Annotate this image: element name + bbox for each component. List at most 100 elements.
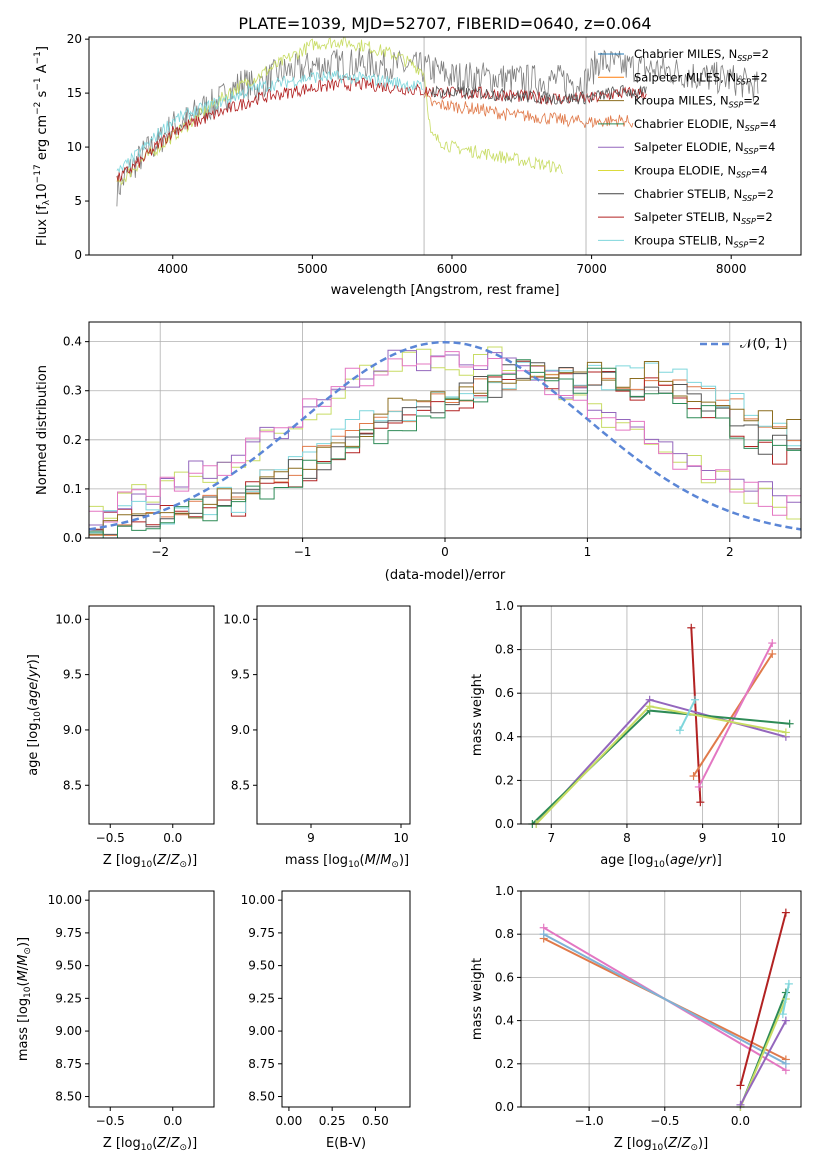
residual-panel: −2 −1 0 1 2 0.0 0.1 0.2 0.3 0.4 (data-model)/erro… (35, 321, 802, 583)
y-tick-label: 20 (67, 32, 82, 46)
age-vs-z-xlabel: Z [log10(Z/Z⊙)] (103, 853, 197, 870)
legend-label: Chabrier ELODIE, NSSP=4 (634, 117, 776, 133)
residual-hist-8 (89, 359, 801, 538)
y-tick-label: 10 (67, 140, 82, 154)
y-tick-label: 0.4 (495, 1014, 514, 1028)
legend-label: Chabrier STELIB, NSSP=2 (634, 187, 774, 203)
spectrum-line-model-kroupa-stelib (116, 70, 423, 174)
x-tick-label: 8000 (716, 262, 747, 276)
normal-legend-label: 𝒩(0, 1) (740, 337, 787, 352)
age-vs-z-frame (88, 605, 215, 825)
x-tick-label: 6000 (437, 262, 468, 276)
residual-legend: 𝒩(0, 1) (700, 337, 787, 352)
y-tick-label: 0.4 (495, 730, 514, 744)
y-tick-label: 0.3 (63, 384, 82, 398)
x-tick-label: 9 (307, 831, 315, 845)
spectrum-panel: PLATE=1039, MJD=52707, FIBERID=0640, z=0… (33, 14, 802, 298)
y-tick-label: 9.75 (248, 926, 275, 940)
y-tick-label: 0 (74, 248, 82, 262)
mass-vs-z-xlabel: Z [log10(Z/Z⊙)] (103, 1136, 197, 1153)
y-tick-label: 10.00 (241, 893, 275, 907)
y-tick-label: 0.2 (63, 433, 82, 447)
residual-hist-6 (89, 351, 801, 523)
y-tick-label: 0.1 (63, 482, 82, 496)
x-tick-label: 0.25 (319, 1114, 346, 1128)
x-tick-label: 1 (584, 545, 592, 559)
mass-vs-ebv-xlabel: E(B-V) (326, 1136, 366, 1151)
x-tick-label: 4000 (157, 262, 188, 276)
x-tick-label: 0.0 (163, 831, 182, 845)
spectrum-line-model-salpeter-miles (423, 90, 634, 129)
weight-vs-age-panel: 7 8 9 10 0.0 0.2 0.4 0.6 0.8 1.0 age [log10(age/y… (470, 599, 802, 870)
x-tick-label: −0.5 (650, 1114, 679, 1128)
x-tick-label: −1 (294, 545, 312, 559)
y-tick-label: 10.00 (48, 893, 82, 907)
weight-vs-age-xlabel: age [log10(age/yr)] (600, 853, 722, 870)
age-vs-mass-frame (256, 605, 411, 825)
x-tick-label: 5000 (297, 262, 328, 276)
weight-vs-z-xlabel: Z [log10(Z/Z⊙)] (614, 1136, 708, 1153)
y-tick-label: 5 (74, 194, 82, 208)
y-tick-label: 8.5 (63, 778, 82, 792)
x-tick-label: 10 (393, 831, 408, 845)
spectrum-line-model-grey (430, 84, 647, 105)
y-tick-label: 8.50 (248, 1090, 275, 1104)
mass-vs-z-panel: −0.5 0.0 8.50 8.75 9.00 9.25 9.50 9.75 10.00 Z [… (16, 890, 215, 1153)
weight-line (697, 642, 774, 788)
mass-vs-z-ylabel: mass [log10(M/M⊙)] (16, 937, 33, 1061)
y-tick-label: 9.0 (63, 723, 82, 737)
weight-line (535, 705, 787, 825)
weight-vs-age-ylabel: mass weight (470, 674, 485, 756)
x-tick-label: −2 (151, 545, 169, 559)
spectrum-line-data (116, 47, 759, 207)
spectrum-line-model-elodie (116, 37, 563, 186)
y-tick-label: 0.6 (495, 686, 514, 700)
y-tick-label: 9.50 (55, 959, 82, 973)
spectrum-ylabel: Flux [fλ10−17 erg cm−2 s−1 A−1] (33, 46, 52, 246)
x-tick-label: 0.0 (163, 1114, 182, 1128)
mass-vs-z-frame (88, 890, 215, 1108)
normal-curve (89, 340, 801, 531)
spectrum-line-model-stelib (116, 77, 647, 182)
legend-label: Salpeter MILES, NSSP=2 (634, 70, 768, 86)
weight-vs-z-frame (520, 890, 802, 1108)
x-tick-label: 7000 (576, 262, 607, 276)
weight-vs-age-frame (520, 605, 802, 825)
y-tick-label: 9.00 (55, 1024, 82, 1038)
spectrum-title: PLATE=1039, MJD=52707, FIBERID=0640, z=0… (238, 14, 651, 33)
residual-ylabel: Normed distribution (35, 365, 50, 495)
y-tick-label: 0.2 (495, 773, 514, 787)
x-tick-label: −0.5 (96, 831, 125, 845)
y-tick-label: 9.25 (248, 991, 275, 1005)
y-tick-label: 8.75 (248, 1057, 275, 1071)
y-tick-label: 9.5 (63, 668, 82, 682)
y-tick-label: 0.8 (495, 927, 514, 941)
y-tick-label: 1.0 (495, 884, 514, 898)
y-tick-label: 0.0 (63, 531, 82, 545)
x-tick-label: −1.0 (575, 1114, 604, 1128)
spectrum-legend: Chabrier MILES, NSSP=2 Salpeter MILES, NS… (598, 47, 776, 249)
spectrum-xlabel: wavelength [Angstrom, rest frame] (331, 283, 560, 298)
x-tick-label: 9 (699, 831, 707, 845)
spectrum-lines (116, 37, 759, 255)
x-tick-label: 2 (726, 545, 734, 559)
weight-line (535, 698, 787, 825)
y-tick-label: 8.75 (55, 1057, 82, 1071)
age-vs-mass-xlabel: mass [log10(M/M⊙)] (285, 853, 409, 870)
y-tick-label: 8.5 (231, 778, 250, 792)
x-tick-label: 8 (623, 831, 631, 845)
y-tick-label: 15 (67, 86, 82, 100)
weight-line (543, 933, 787, 1065)
x-tick-label: 0.00 (276, 1114, 303, 1128)
y-tick-label: 0.4 (63, 335, 82, 349)
weight-vs-z-panel: −1.0 −0.5 0.0 0.0 0.2 0.4 0.6 0.8 1.0 Z [log10(Z… (470, 884, 802, 1153)
legend-label: Chabrier MILES, NSSP=2 (634, 47, 769, 63)
spectrum-frame (88, 36, 802, 256)
mass-vs-ebv-panel: 0.00 0.25 0.50 8.50 8.75 9.00 9.25 9.50 9.75 10.0… (241, 890, 411, 1151)
y-tick-label: 9.25 (55, 991, 82, 1005)
residual-hist-0 (89, 346, 801, 520)
y-tick-label: 1.0 (495, 599, 514, 613)
legend-label: Kroupa STELIB, NSSP=2 (634, 233, 765, 249)
residual-xlabel: (data-model)/error (385, 568, 506, 583)
weight-line (692, 653, 774, 777)
